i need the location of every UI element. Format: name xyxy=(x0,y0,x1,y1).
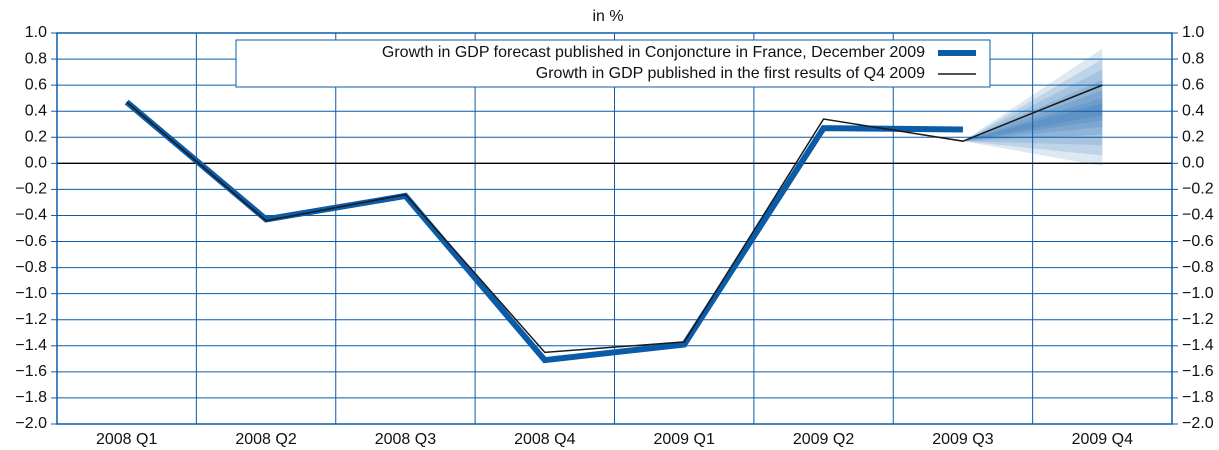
y-tick-label: −1.6 xyxy=(15,363,47,380)
y-tick-label: 0.4 xyxy=(25,102,47,119)
fan-band xyxy=(962,90,1103,142)
legend-label: Growth in GDP published in the first res… xyxy=(536,65,925,82)
y2-tick-label: 0.6 xyxy=(1182,76,1204,93)
y2-tick-label: −0.8 xyxy=(1182,259,1214,276)
x-tick-label: 2008 Q3 xyxy=(375,431,436,448)
x-tick-label: 2009 Q3 xyxy=(932,431,993,448)
legend-label: Growth in GDP forecast published in Conj… xyxy=(382,44,925,61)
series-line xyxy=(124,99,963,364)
y2-tick-label: −1.2 xyxy=(1182,311,1214,328)
y-tick-label: −0.8 xyxy=(15,259,47,276)
y2-tick-label: −0.6 xyxy=(1182,233,1214,250)
y-tick-label: 1.0 xyxy=(25,24,47,41)
x-tick-label: 2008 Q4 xyxy=(514,431,575,448)
y2-tick-label: 0.8 xyxy=(1182,50,1204,67)
fan-band xyxy=(962,69,1103,146)
plot-frame xyxy=(56,32,1173,425)
y2-tick-label: −1.6 xyxy=(1182,363,1214,380)
y-tick-label: −1.4 xyxy=(15,337,47,354)
fan-band xyxy=(962,48,1103,166)
y-tick-label: 0.0 xyxy=(25,155,47,172)
fan-band xyxy=(962,98,1103,142)
y2-tick-label: 1.0 xyxy=(1182,24,1204,41)
y2-tick-label: −0.2 xyxy=(1182,181,1214,198)
y-tick-label: 0.8 xyxy=(25,50,47,67)
y2-tick-label: 0.2 xyxy=(1182,128,1204,145)
series-line xyxy=(126,84,1103,354)
y-tick-label: −0.2 xyxy=(15,181,47,198)
y-tick-label: −1.0 xyxy=(15,285,47,302)
y2-tick-label: −2.0 xyxy=(1182,415,1214,432)
y-tick-label: 0.6 xyxy=(25,76,47,93)
chart-title: in % xyxy=(592,8,623,25)
y-tick-label: −0.6 xyxy=(15,233,47,250)
y2-tick-label: −1.4 xyxy=(1182,337,1214,354)
x-tick-label: 2008 Q1 xyxy=(96,431,157,448)
y2-tick-label: −0.4 xyxy=(1182,207,1214,224)
y-tick-label: −2.0 xyxy=(15,415,47,432)
fan-band xyxy=(962,79,1103,142)
x-tick-label: 2009 Q4 xyxy=(1072,431,1133,448)
fan-band xyxy=(962,59,1103,156)
y-tick-label: −0.4 xyxy=(15,207,47,224)
x-tick-label: 2008 Q2 xyxy=(235,431,296,448)
y2-tick-label: 0.0 xyxy=(1182,155,1204,172)
legend-box xyxy=(235,39,991,88)
y2-tick-label: −1.0 xyxy=(1182,285,1214,302)
y-tick-label: −1.8 xyxy=(15,389,47,406)
x-tick-label: 2009 Q2 xyxy=(793,431,854,448)
y-tick-label: 0.2 xyxy=(25,128,47,145)
fan-band xyxy=(962,103,1103,142)
y-tick-label: −1.2 xyxy=(15,311,47,328)
y2-tick-label: −1.8 xyxy=(1182,389,1214,406)
x-tick-label: 2009 Q1 xyxy=(653,431,714,448)
y2-tick-label: 0.4 xyxy=(1182,102,1204,119)
